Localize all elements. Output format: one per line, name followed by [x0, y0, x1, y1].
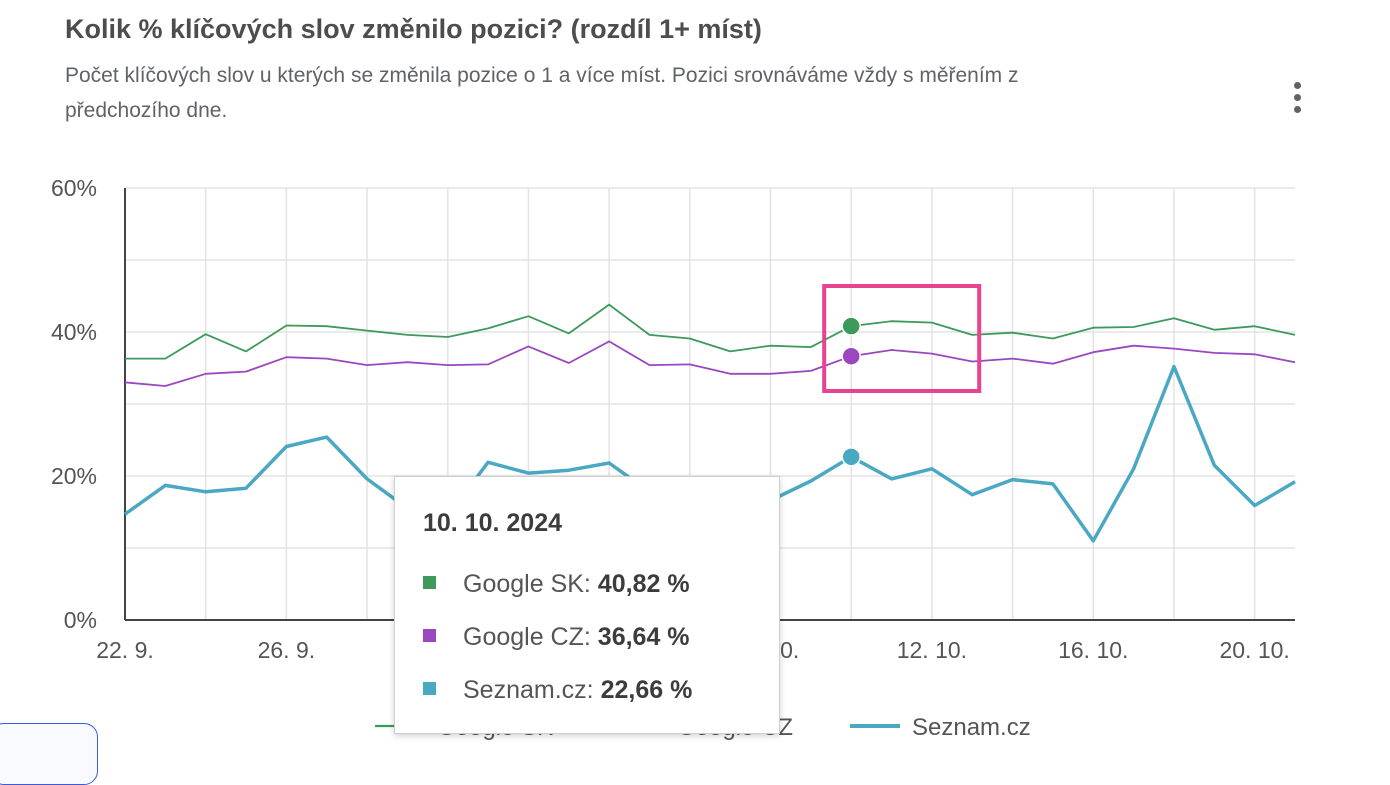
x-tick-label: 22. 9. [96, 637, 154, 663]
tooltip-label: Seznam.cz: [463, 676, 594, 704]
y-tick-label: 20% [51, 463, 97, 489]
tooltip-date: 10. 10. 2024 [423, 509, 563, 537]
tooltip-row-google-cz: Google CZ: 36,64 % [423, 623, 690, 652]
data-tooltip: 10. 10. 2024 Google SK: 40,82 % Google C… [394, 476, 780, 734]
y-tick-label: 60% [51, 175, 97, 201]
tooltip-row-seznam: Seznam.cz: 22,66 % [423, 676, 692, 705]
tooltip-row-google-sk: Google SK: 40,82 % [423, 570, 690, 599]
tooltip-value: 36,64 % [597, 623, 690, 651]
highlight-box [822, 284, 982, 393]
x-tick-label: 16. 10. [1058, 637, 1128, 663]
legend-swatch [423, 682, 436, 695]
tooltip-label: Google CZ: [463, 623, 591, 651]
x-tick-label: 26. 9. [258, 637, 316, 663]
chart-subtitle: Počet klíčových slov u kterých se změnil… [65, 64, 1019, 122]
legend-swatch [423, 576, 436, 589]
legend-swatch [423, 629, 436, 642]
chart-title: Kolik % klíčových slov změnilo pozici? (… [65, 14, 762, 44]
legend-label: Seznam.cz [912, 714, 1031, 741]
x-tick-label: 20. 10. [1219, 637, 1289, 663]
floating-widget[interactable] [0, 723, 98, 785]
y-tick-label: 40% [51, 319, 97, 345]
hover-point-marker [841, 316, 861, 336]
tooltip-value: 22,66 % [600, 676, 693, 704]
tooltip-label: Google SK: [463, 570, 591, 598]
tooltip-value: 40,82 % [597, 570, 690, 598]
x-tick-label: 12. 10. [897, 637, 967, 663]
series-line-google-cz [124, 340, 1296, 387]
more-vert-icon [1294, 82, 1301, 89]
series-line-google-sk [125, 303, 1296, 360]
hover-point-marker [841, 346, 861, 366]
more-options-menu[interactable] [1285, 80, 1309, 116]
y-tick-label: 0% [64, 607, 97, 633]
hover-point-marker [841, 447, 861, 467]
